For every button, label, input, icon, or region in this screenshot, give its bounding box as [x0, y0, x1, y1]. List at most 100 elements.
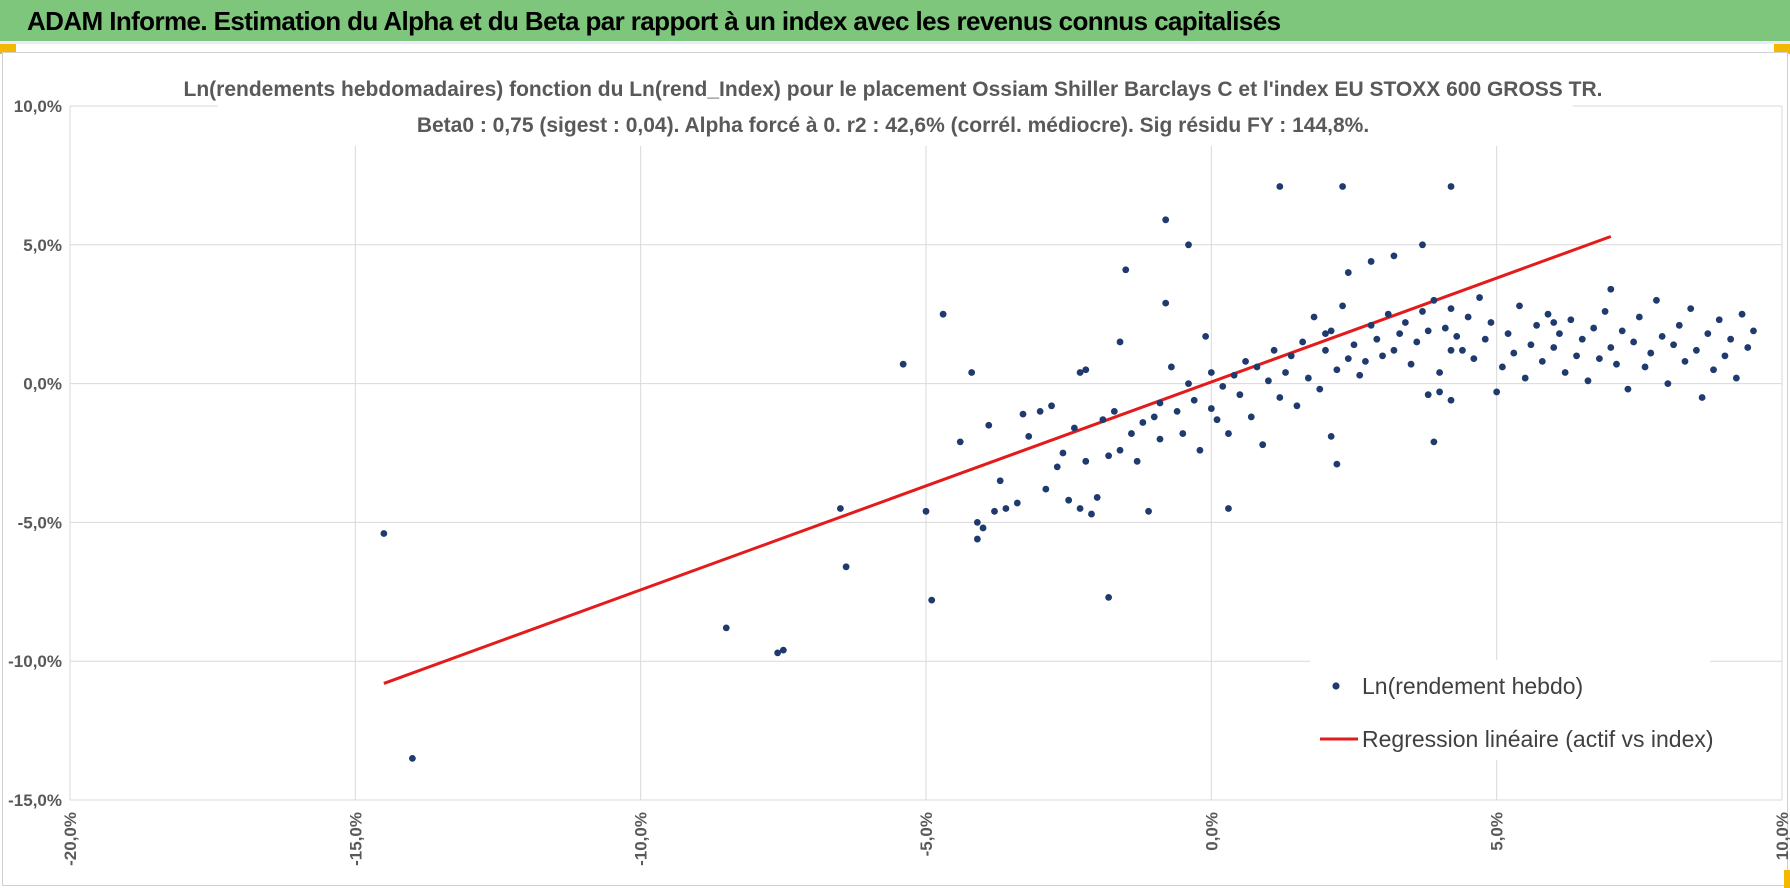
data-point	[1544, 310, 1552, 318]
data-point	[973, 519, 981, 526]
data-point	[1658, 333, 1666, 340]
legend-marker-scatter	[1332, 682, 1340, 690]
y-tick-label: -10,0%	[8, 652, 62, 671]
data-point	[1356, 371, 1364, 379]
data-point	[1373, 335, 1381, 343]
data-point	[1225, 505, 1232, 512]
data-point	[1521, 374, 1529, 382]
data-point	[1681, 357, 1689, 365]
legend-label-scatter: Ln(rendement hebdo)	[1362, 673, 1583, 699]
data-point	[1025, 432, 1033, 440]
data-point	[1339, 302, 1346, 310]
data-point	[1413, 338, 1421, 346]
data-point	[1664, 380, 1672, 387]
data-point	[1156, 399, 1164, 407]
data-point	[1390, 346, 1398, 354]
data-point	[1116, 446, 1124, 454]
data-point	[1430, 438, 1438, 446]
data-point	[1584, 377, 1592, 385]
legend: Ln(rendement hebdo) Regression linéaire …	[1310, 660, 1714, 760]
data-point	[1287, 352, 1295, 360]
data-point	[1607, 285, 1615, 293]
x-tick-label: -20,0%	[61, 812, 80, 866]
data-point	[1635, 313, 1643, 321]
chart-grid	[69, 105, 1783, 801]
x-axis-labels: -20,0% -15,0% -10,0% -5,0% 0,0% 5,0% 10,0%	[61, 812, 1790, 866]
y-tick-label: 5,0%	[23, 236, 62, 255]
data-point	[1687, 305, 1695, 313]
data-point	[779, 646, 787, 654]
data-point	[1265, 377, 1272, 385]
data-point	[1613, 360, 1620, 368]
data-point	[1447, 305, 1455, 313]
data-point	[1145, 507, 1152, 515]
data-point	[1259, 441, 1267, 449]
data-point	[1590, 324, 1598, 332]
data-point	[1327, 327, 1335, 335]
x-tick-label: -10,0%	[632, 812, 651, 866]
data-point	[1344, 355, 1352, 363]
chart-title: Ln(rendements hebdomadaires) fonction du…	[184, 78, 1603, 101]
data-point	[928, 596, 936, 604]
data-point	[1185, 241, 1192, 249]
y-tick-label: 10,0%	[14, 97, 62, 116]
data-point	[1202, 333, 1210, 340]
data-point	[1704, 330, 1712, 338]
data-point	[1390, 252, 1398, 260]
y-tick-label: -5,0%	[18, 513, 62, 532]
data-point	[1310, 313, 1318, 321]
data-point	[1630, 338, 1638, 346]
data-point	[996, 477, 1004, 485]
data-point	[1128, 430, 1135, 437]
data-point	[1110, 407, 1118, 415]
data-point	[985, 421, 993, 429]
data-point	[1082, 457, 1090, 465]
data-point	[1601, 308, 1609, 315]
data-point	[1247, 413, 1255, 421]
data-point	[1042, 485, 1050, 493]
data-point	[1350, 341, 1358, 349]
data-point	[842, 563, 850, 571]
data-point	[1036, 407, 1044, 415]
data-point	[1065, 496, 1073, 504]
data-point	[1242, 357, 1249, 365]
data-point	[1116, 338, 1124, 346]
data-point	[1367, 321, 1375, 329]
data-point	[1447, 396, 1455, 404]
data-point	[922, 507, 930, 515]
y-axis-labels: 10,0% 5,0% 0,0% -5,0% -10,0% -15,0%	[8, 97, 62, 810]
data-point	[1105, 452, 1113, 460]
data-point	[1344, 269, 1352, 276]
data-point	[1167, 363, 1175, 371]
data-point	[1396, 330, 1404, 338]
data-point	[1139, 419, 1147, 426]
data-point	[1550, 344, 1558, 351]
data-point	[1727, 335, 1735, 343]
data-point	[1464, 313, 1472, 321]
data-point	[1053, 463, 1061, 471]
data-point	[1447, 346, 1455, 354]
data-point	[1019, 410, 1027, 418]
regression-line-group	[383, 235, 1612, 685]
data-point	[1304, 374, 1312, 382]
data-point	[1333, 460, 1341, 468]
data-point	[1122, 266, 1130, 274]
data-point	[1322, 346, 1329, 354]
legend-label-regression: Regression linéaire (actif vs index)	[1362, 726, 1714, 752]
data-point	[956, 438, 964, 446]
data-point	[1527, 341, 1535, 349]
x-tick-label: -5,0%	[917, 812, 936, 856]
data-point	[1436, 388, 1443, 396]
data-point	[1327, 432, 1335, 440]
data-point	[979, 524, 987, 532]
y-tick-label: -15,0%	[8, 791, 62, 810]
data-point	[1282, 369, 1289, 376]
data-point	[1076, 369, 1084, 376]
data-point	[1225, 430, 1232, 437]
data-point	[1196, 446, 1204, 454]
data-point	[1487, 319, 1495, 326]
data-point	[1481, 335, 1489, 343]
data-point	[1436, 369, 1443, 376]
data-point	[1607, 344, 1615, 351]
data-point	[1190, 396, 1198, 404]
